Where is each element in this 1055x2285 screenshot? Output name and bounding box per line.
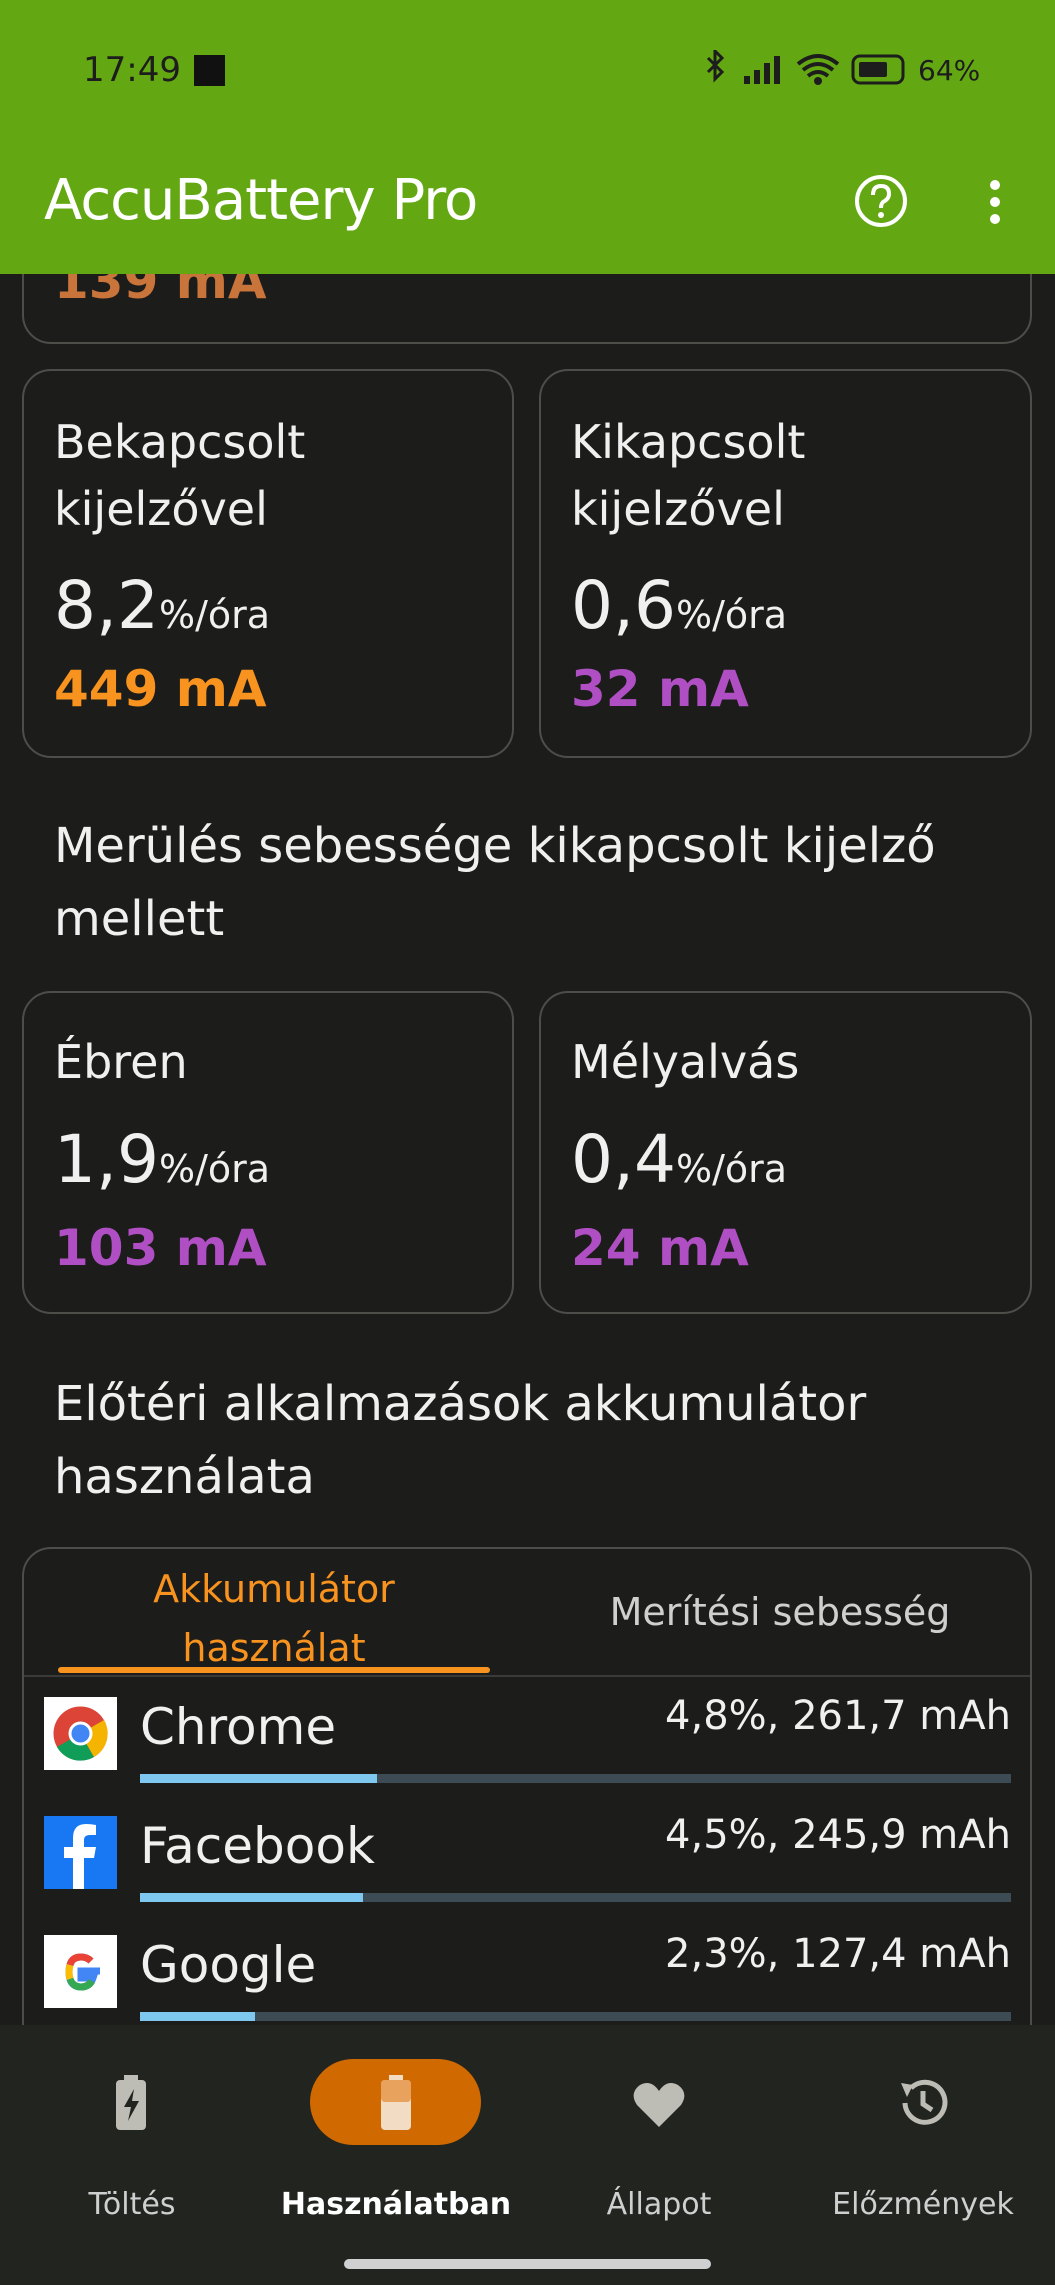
- nav-label[interactable]: Töltés: [88, 2187, 176, 2222]
- rate-unit: %/óra: [158, 1147, 271, 1191]
- current-value: 103 mA: [54, 1219, 267, 1277]
- current-value: 32 mA: [571, 660, 749, 718]
- home-indicator: [344, 2259, 711, 2269]
- app-name: Facebook: [140, 1817, 375, 1875]
- deep-sleep-card: Mélyalvás 0,4%/óra 24 mA: [539, 991, 1032, 1314]
- menu-button[interactable]: [983, 178, 1007, 228]
- app-title: AccuBattery Pro: [44, 168, 478, 233]
- app-usage: 2,3%, 127,4 mAh: [665, 1931, 1011, 1977]
- usage-track: [140, 1774, 1011, 1783]
- app-header: 17:49 64% AccuBattery Pro: [0, 0, 1055, 274]
- usage-bar: [140, 1774, 377, 1783]
- usage-bar: [140, 2012, 255, 2021]
- tab-indicator: [58, 1667, 490, 1673]
- card-label: Mélyalvás: [571, 1035, 800, 1089]
- notification-icon: [194, 55, 225, 86]
- rate-unit: %/óra: [675, 1147, 788, 1191]
- app-icon: [44, 1816, 117, 1889]
- drain-rate: 0,6%/óra: [571, 567, 787, 644]
- status-time: 17:49: [83, 50, 181, 90]
- usage-bar: [140, 1893, 363, 1902]
- tab-active[interactable]: Akkumulátor használat: [153, 1567, 395, 1670]
- rate-value: 0,4: [571, 1121, 676, 1198]
- section-heading: Merülés sebessége kikapcsolt kijelző mel…: [54, 818, 936, 947]
- screen-off-card: Kikapcsolt kijelzővel 0,6%/óra 32 mA: [539, 369, 1032, 758]
- nav-label[interactable]: Állapot: [606, 2187, 712, 2222]
- battery-percent: 64%: [918, 54, 981, 87]
- status-icons: [706, 50, 905, 85]
- bottom-nav: Töltés Használatban Állapot Előzmények: [0, 2025, 1055, 2285]
- card-label: Kikapcsolt kijelzővel: [571, 415, 806, 536]
- current-value: 24 mA: [571, 1219, 749, 1277]
- rate-value: 1,9: [54, 1121, 159, 1198]
- nav-icon: [381, 2075, 411, 2130]
- nav-icon: [633, 2083, 685, 2127]
- drain-rate: 1,9%/óra: [54, 1121, 270, 1198]
- app-usage: 4,5%, 245,9 mAh: [665, 1812, 1011, 1858]
- usage-track: [140, 2012, 1011, 2021]
- section-heading: Előtéri alkalmazások akkumulátor használ…: [54, 1376, 867, 1505]
- divider: [24, 1675, 1030, 1677]
- app-name: Google: [140, 1936, 317, 1994]
- nav-icon: [901, 2079, 948, 2125]
- help-button[interactable]: [853, 173, 909, 229]
- current-value: 449 mA: [54, 660, 267, 718]
- rate-unit: %/óra: [675, 593, 788, 637]
- screen-on-card: Bekapcsolt kijelzővel 8,2%/óra 449 mA: [22, 369, 514, 758]
- card-label: Ébren: [54, 1035, 188, 1089]
- tab[interactable]: Merítési sebesség: [609, 1590, 951, 1634]
- app-name: Chrome: [140, 1698, 337, 1756]
- app-icon: [44, 1935, 117, 2008]
- nav-label[interactable]: Használatban: [280, 2187, 512, 2222]
- rate-value: 8,2: [54, 567, 159, 644]
- usage-track: [140, 1893, 1011, 1902]
- awake-card: Ébren 1,9%/óra 103 mA: [22, 991, 514, 1314]
- drain-rate: 8,2%/óra: [54, 567, 270, 644]
- nav-label[interactable]: Előzmények: [832, 2187, 1014, 2222]
- card-label: Bekapcsolt kijelzővel: [54, 415, 306, 536]
- app-usage: 4,8%, 261,7 mAh: [665, 1693, 1011, 1739]
- rate-value: 0,6: [571, 567, 676, 644]
- app-icon: [44, 1697, 117, 1770]
- rate-unit: %/óra: [158, 593, 271, 637]
- nav-icon: [116, 2075, 146, 2130]
- drain-rate: 0,4%/óra: [571, 1121, 787, 1198]
